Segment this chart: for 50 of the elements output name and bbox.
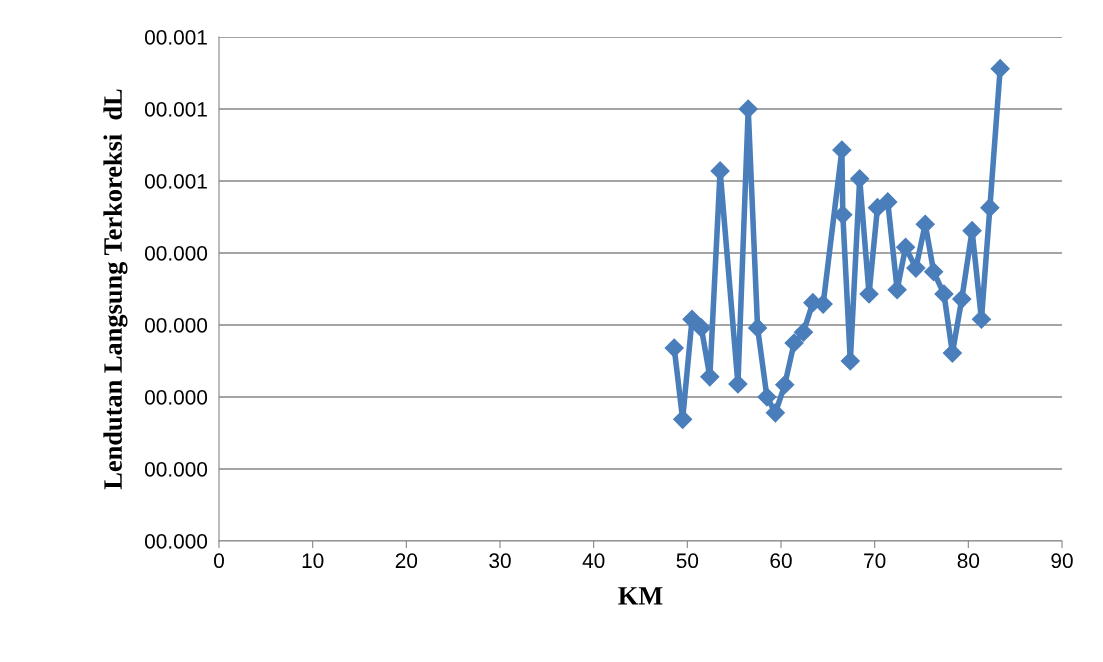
point <box>980 198 1000 218</box>
point <box>710 161 730 181</box>
x-tick-label: 60 <box>770 553 792 569</box>
point <box>887 280 907 300</box>
point <box>906 258 926 278</box>
point <box>664 338 684 358</box>
y-tick-label: 00.001 <box>144 102 207 117</box>
point <box>738 99 758 119</box>
point <box>765 403 785 423</box>
x-tick-label: 50 <box>676 553 699 569</box>
point <box>691 318 711 338</box>
y-tick-label: 00.001 <box>144 30 207 45</box>
point <box>952 289 972 309</box>
point <box>840 351 860 371</box>
point <box>934 284 954 304</box>
y-axis-title: Lendutan Langsung Terkoreksi dL <box>103 89 128 490</box>
x-tick-label: 40 <box>582 553 605 569</box>
y-tick-label: 00.000 <box>144 534 208 549</box>
point <box>990 59 1010 79</box>
y-tick-label: 00.000 <box>144 390 208 405</box>
point <box>682 309 702 329</box>
x-axis-title: KM <box>618 587 663 605</box>
point <box>728 374 748 394</box>
x-tick-label: 10 <box>302 553 324 569</box>
point <box>784 333 804 353</box>
point <box>850 169 870 189</box>
y-tick-label: 00.000 <box>144 246 208 261</box>
point <box>757 387 777 407</box>
x-tick-label: 70 <box>864 553 886 569</box>
point <box>878 192 898 212</box>
point <box>896 237 916 257</box>
point <box>748 318 768 338</box>
point <box>832 140 852 160</box>
x-tick-label: 20 <box>395 553 418 569</box>
x-tick-label: 0 <box>214 553 224 569</box>
y-tick-label: 00.000 <box>144 318 208 333</box>
x-tick-label: 80 <box>957 553 980 569</box>
point <box>793 322 814 342</box>
y-tick-label: 00.000 <box>144 462 208 477</box>
point <box>859 284 879 304</box>
point <box>924 262 944 282</box>
point <box>833 205 853 225</box>
point <box>962 221 982 241</box>
y-tick-label: 00.001 <box>144 174 207 189</box>
x-tick-label: 90 <box>1051 553 1073 569</box>
point <box>971 309 991 329</box>
x-tick-label: 30 <box>489 553 511 569</box>
point <box>775 375 795 395</box>
point <box>700 367 720 387</box>
point <box>942 343 962 363</box>
